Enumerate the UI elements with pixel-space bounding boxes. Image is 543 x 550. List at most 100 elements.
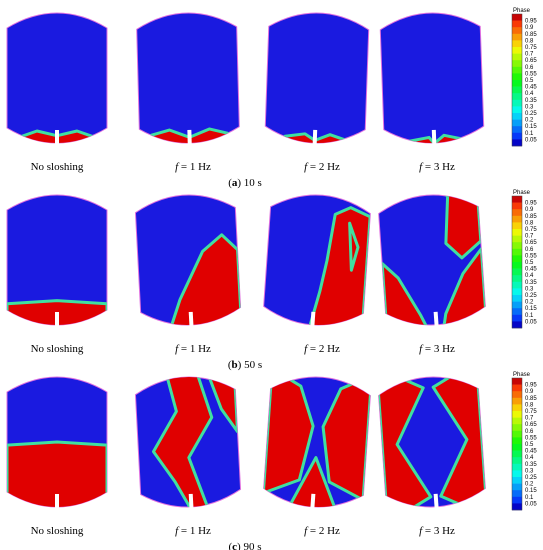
phase-regions [151,374,240,510]
colorbar-swatch [512,27,522,35]
outlet-pipe [433,311,440,336]
colorbar-tick-label: 0.15 [525,488,537,494]
colorbar-swatch [512,139,522,147]
colorbar-tick-label: 0.45 [525,85,537,91]
colorbar-swatch [512,424,522,432]
colorbar-tick-label: 0.2 [525,118,534,124]
contour-panel [6,194,108,336]
colorbar-tick-label: 0.45 [525,449,537,455]
panel-label: f = 3 Hz [419,343,455,355]
colorbar-swatch [512,308,522,316]
colorbar-tick-label: 0.25 [525,475,537,481]
contour-panel [378,191,487,336]
colorbar-tick-label: 0.35 [525,98,537,104]
colorbar-tick-label: 0.9 [525,389,534,395]
phase-regions [7,440,107,507]
variable: f [419,525,424,537]
contour-panel [263,194,372,336]
colorbar-tick-label: 0.4 [525,91,534,97]
panel-text: No sloshing [31,525,84,537]
colorbar-tick-label: 0.7 [525,52,534,58]
panel-outline [6,12,108,144]
colorbar-tick-label: 0.65 [525,422,537,428]
contour-panel [264,12,370,155]
colorbar-swatch [512,417,522,425]
water-region [403,133,467,145]
colorbar-tick-label: 0.35 [525,280,537,286]
water-region [321,373,372,502]
colorbar-tick-label: 0.95 [525,201,537,207]
colorbar-tick-label: 0.5 [525,260,534,266]
colorbar-swatch [512,411,522,418]
colorbar-swatch [512,477,522,484]
colorbar-swatch [512,281,522,289]
panel-label: f = 3 Hz [419,525,455,537]
colorbar-tick-label: 0.05 [525,137,537,143]
caption-letter: b [232,359,238,371]
contour-panel [379,12,485,155]
phase-regions [305,206,372,329]
variable: f [175,161,180,173]
colorbar-swatch [512,496,522,504]
colorbar-swatch [512,463,522,471]
colorbar-title: Phase [513,372,531,378]
subfigure-caption: (b) 50 s [228,359,262,371]
colorbar-swatch [512,215,522,223]
outlet-pipe [188,311,194,337]
panel-outline [379,12,485,144]
colorbar-swatch [512,20,522,28]
colorbar-swatch [512,490,522,498]
colorbar-tick-label: 0.75 [525,409,537,415]
panel-label: f = 1 Hz [175,525,211,537]
caption-letter: a [232,177,238,189]
colorbar-tick-label: 0.3 [525,104,534,110]
colorbar-swatch [512,262,522,269]
colorbar-swatch [512,47,522,54]
colorbar-tick-label: 0.95 [525,19,537,25]
colorbar-tick-label: 0.9 [525,207,534,213]
colorbar-tick-label: 0.6 [525,247,534,253]
colorbar-swatch [512,378,522,385]
colorbar-title: Phase [513,190,531,196]
colorbar-swatch [512,430,522,438]
panel-label: No sloshing [31,525,84,537]
outlet-pipe [188,493,194,519]
variable: f [175,525,180,537]
water-region [277,132,352,145]
colorbar-swatch [512,53,522,61]
colorbar-tick-label: 0.6 [525,429,534,435]
panel-label: f = 1 Hz [175,161,211,173]
colorbar-tick-label: 0.3 [525,468,534,474]
colorbar-swatch [512,33,522,41]
panel-text: = 1 Hz [181,525,211,537]
colorbar-swatch [512,483,522,491]
outlet-pipe [433,493,440,518]
panel-label: f = 2 Hz [304,525,340,537]
colorbar-swatch [512,397,522,405]
variable: f [304,343,309,355]
outlet-pipe [309,311,316,336]
colorbar-tick-label: 0.3 [525,286,534,292]
panel-outline [264,12,370,144]
colorbar-tick-label: 0.75 [525,45,537,51]
colorbar-swatch [512,60,522,68]
colorbar-tick-label: 0.35 [525,462,537,468]
panel-label: f = 1 Hz [175,343,211,355]
colorbar-swatch [512,132,522,140]
water-region [151,374,214,510]
colorbar-swatch [512,126,522,134]
colorbar-swatch [512,384,522,392]
panel-text: = 3 Hz [425,161,455,173]
colorbar-tick-label: 0.5 [525,442,534,448]
colorbar-swatch [512,288,522,296]
colorbar-swatch [512,235,522,243]
colorbar-tick-label: 0.2 [525,482,534,488]
colorbar-swatch [512,119,522,127]
panel-label: f = 3 Hz [419,161,455,173]
colorbar-tick-label: 0.2 [525,300,534,306]
colorbar-tick-label: 0.65 [525,240,537,246]
colorbar-frame [511,377,523,511]
colorbar-swatch [512,314,522,322]
colorbar-tick-label: 0.7 [525,416,534,422]
